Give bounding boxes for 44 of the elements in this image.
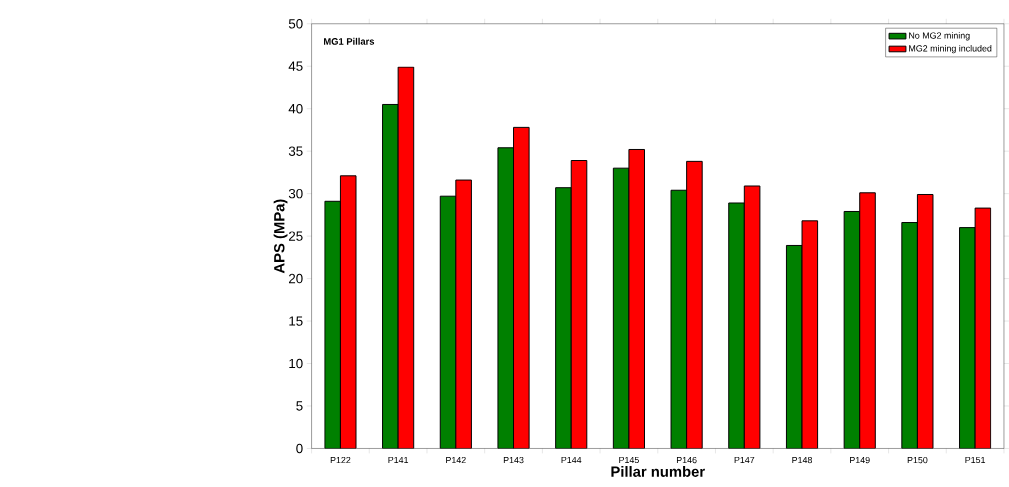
y-tick-label: 20 <box>288 274 303 284</box>
y-axis-title: APS (MPa) <box>273 199 288 274</box>
y-tick-label: 30 <box>288 189 303 199</box>
y-tick-label: 25 <box>288 231 303 241</box>
y-tick-label: 50 <box>288 19 303 29</box>
legend-label: MG2 mining included <box>909 45 992 54</box>
y-tick-label: 35 <box>288 146 303 157</box>
bar <box>628 149 645 449</box>
x-tick-label: P143 <box>503 457 524 464</box>
bar <box>728 202 745 449</box>
x-tick-label: P151 <box>965 457 986 464</box>
bar <box>570 160 588 449</box>
bar <box>901 222 918 449</box>
bar <box>397 66 415 449</box>
y-tick-label: 5 <box>296 401 303 411</box>
bar <box>555 187 572 449</box>
bar <box>916 194 934 449</box>
x-tick-label: P142 <box>446 457 466 464</box>
x-tick-label: P146 <box>676 457 697 464</box>
bar <box>686 161 703 449</box>
bar <box>801 220 819 449</box>
x-tick-label: P149 <box>850 457 870 464</box>
x-tick-label: P144 <box>561 457 582 464</box>
y-tick-label: 40 <box>288 104 303 114</box>
x-tick-label: P145 <box>619 457 639 464</box>
bar <box>959 227 976 449</box>
annotation: MG1 Pillars <box>324 38 375 45</box>
x-tick-label: P150 <box>907 457 928 464</box>
x-tick-label: P147 <box>734 457 755 464</box>
legend-label: No MG2 mining <box>909 32 970 41</box>
x-tick-label: P141 <box>388 457 409 464</box>
bar <box>859 192 876 449</box>
bar <box>382 104 399 449</box>
x-tick-label: P122 <box>330 457 351 464</box>
bar <box>455 179 472 449</box>
x-tick-label: P148 <box>792 457 813 464</box>
bar <box>513 127 530 449</box>
y-tick-label: 15 <box>289 316 303 326</box>
bar <box>497 147 515 449</box>
y-tick-label: 45 <box>288 61 303 72</box>
bar <box>339 175 357 449</box>
y-tick-label: 10 <box>289 358 303 369</box>
y-tick-label: 0 <box>296 443 303 454</box>
x-axis-title: Pillar number <box>611 466 705 478</box>
